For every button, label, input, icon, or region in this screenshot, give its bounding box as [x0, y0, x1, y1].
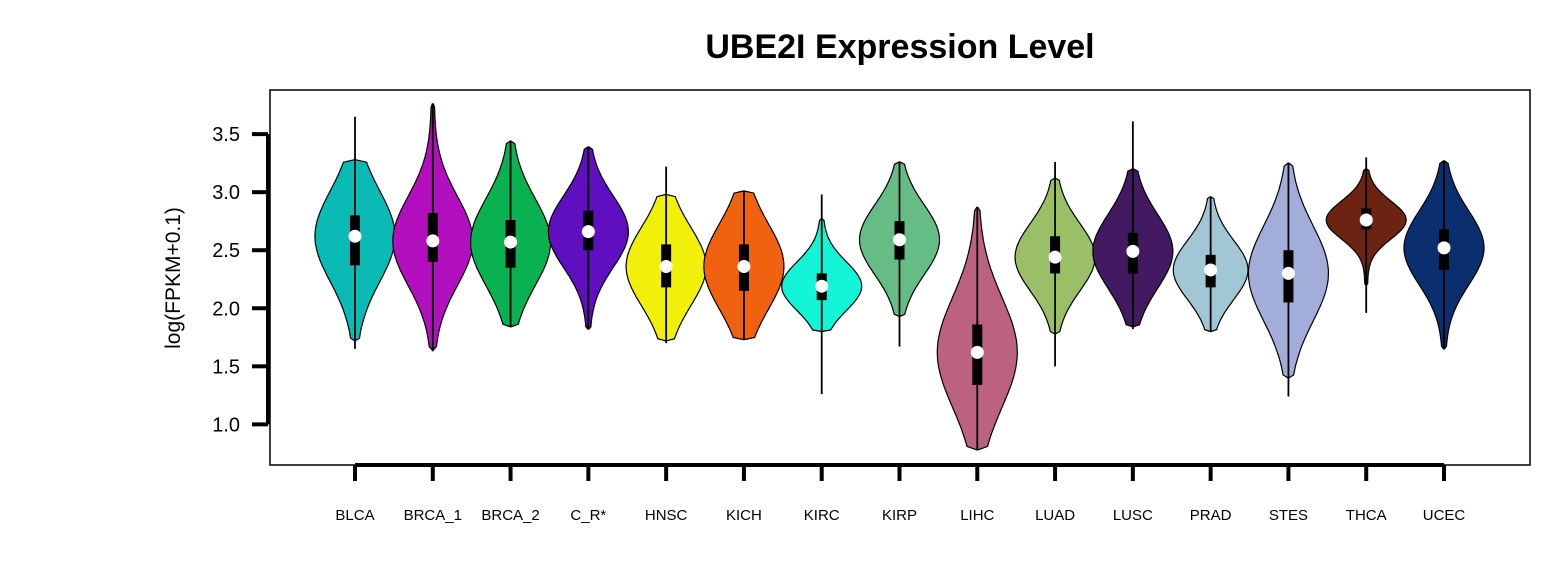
violin-C_R*	[547, 146, 630, 330]
violin-median-point	[504, 235, 518, 249]
x-tick-label: BRCA_1	[404, 507, 462, 524]
x-tick-label: KIRP	[882, 507, 917, 524]
x-tick-label: KIRC	[804, 507, 840, 524]
violin-median-point	[1126, 244, 1140, 258]
violin-median-point	[1281, 266, 1295, 280]
violin-LUAD	[1014, 161, 1096, 367]
violin-median-point	[348, 229, 362, 243]
violin-median-point	[737, 259, 751, 273]
violin-median-point	[893, 233, 906, 247]
y-tick-label: 2.0	[212, 298, 240, 320]
x-tick-label: STES	[1269, 507, 1308, 524]
x-axis: BLCA BRCA_1 BRCA_2 C_R* HNSC KICH KIRC KIRP LIHC…	[335, 463, 1466, 524]
violin-KICH	[703, 190, 785, 341]
violin-BRCA_1	[392, 103, 474, 352]
violin-median-point	[1359, 213, 1373, 227]
violin-median-point	[581, 225, 595, 239]
y-tick-label: 3.0	[212, 182, 240, 204]
violin-HNSC	[625, 166, 707, 344]
x-tick-label: BRCA_2	[481, 507, 539, 524]
x-tick-label: LIHC	[960, 507, 994, 524]
violin-BRCA_2	[470, 140, 552, 328]
x-tick-label: THCA	[1346, 507, 1387, 524]
y-axis: 1.0 1.5 2.0 2.5 3.0 3.5	[212, 124, 270, 436]
violin-KIRP	[858, 161, 941, 347]
violin-PRAD	[1172, 196, 1249, 333]
x-tick-label: C_R*	[570, 507, 606, 524]
violin-median-point	[1048, 250, 1062, 264]
violin-LUSC	[1092, 121, 1174, 330]
violin-BLCA	[314, 116, 396, 349]
x-tick-label: HNSC	[645, 507, 688, 524]
x-tick-label: BLCA	[335, 507, 374, 524]
violin-median-point	[815, 279, 829, 293]
y-tick-label: 1.0	[212, 414, 240, 436]
x-tick-label: PRAD	[1190, 507, 1232, 524]
x-tick-label: KICH	[726, 507, 762, 524]
violins	[314, 103, 1485, 451]
y-tick-label: 1.5	[212, 356, 240, 378]
violin-THCA	[1325, 157, 1407, 313]
violin-median-point	[659, 259, 673, 273]
violin-median-point	[426, 234, 440, 248]
chart-title: UBE2I Expression Level	[705, 28, 1094, 66]
y-tick-label: 2.5	[212, 240, 240, 262]
y-tick-label: 3.5	[212, 124, 240, 146]
y-axis-label: log(FPKM+0.1)	[162, 207, 185, 349]
x-tick-label: UCEC	[1423, 507, 1466, 524]
x-tick-label: LUAD	[1035, 507, 1075, 524]
violin-UCEC	[1403, 160, 1485, 350]
violin-STES	[1247, 162, 1329, 397]
violin-median-point	[1437, 241, 1451, 255]
violin-median-point	[970, 345, 984, 359]
violin-LIHC	[936, 206, 1018, 451]
x-tick-label: LUSC	[1113, 507, 1153, 524]
violin-KIRC	[781, 194, 863, 395]
violin-median-point	[1204, 263, 1218, 277]
